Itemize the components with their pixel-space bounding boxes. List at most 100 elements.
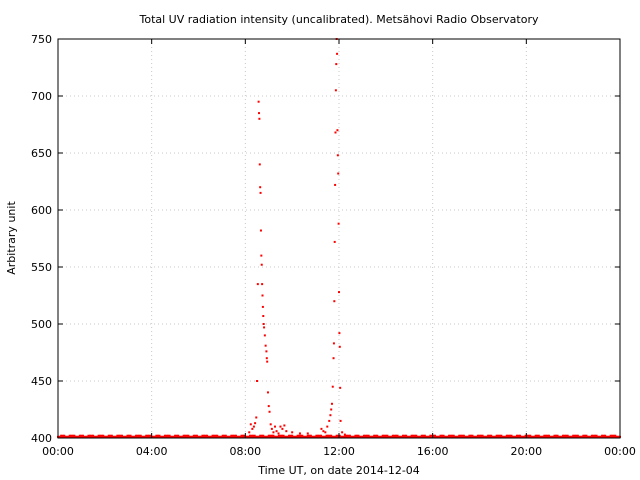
data-point [341, 431, 344, 434]
baseline-point [156, 435, 159, 438]
baseline-point [348, 434, 351, 437]
baseline-point [356, 435, 359, 438]
baseline-point [476, 434, 479, 437]
baseline-point [309, 434, 312, 437]
baseline-point [278, 435, 281, 438]
data-point [266, 391, 269, 394]
baseline-point [253, 434, 256, 437]
baseline-point [271, 435, 274, 438]
baseline-point [69, 435, 72, 438]
baseline-point [149, 435, 152, 438]
baseline-point [60, 435, 63, 438]
baseline-point [430, 434, 433, 437]
baseline-point [232, 435, 235, 438]
baseline-point [108, 435, 111, 438]
baseline-point [396, 434, 399, 437]
baseline-point [381, 434, 384, 437]
baseline-point [421, 435, 424, 438]
data-point [255, 416, 258, 419]
baseline-point [110, 434, 113, 437]
baseline-point [566, 434, 569, 437]
baseline-point [91, 435, 94, 438]
data-point [324, 431, 327, 434]
data-point [322, 430, 325, 433]
baseline-point [385, 435, 388, 438]
baseline-point [494, 435, 497, 438]
baseline-point [487, 434, 490, 437]
baseline-point [565, 434, 568, 437]
baseline-point [553, 434, 556, 437]
baseline-point [515, 435, 518, 438]
baseline-point [89, 435, 92, 438]
baseline-point [401, 435, 404, 438]
baseline-point [601, 435, 604, 438]
baseline-point [552, 435, 555, 438]
baseline-point [145, 435, 148, 438]
baseline-point [204, 434, 207, 437]
baseline-point [423, 434, 426, 437]
baseline-point [206, 434, 209, 437]
baseline-point [611, 435, 614, 438]
baseline-point [604, 434, 607, 437]
baseline-point [415, 434, 418, 437]
baseline-point [231, 434, 234, 437]
baseline-point [200, 435, 203, 438]
x-tick-label: 00:00 [604, 445, 636, 458]
baseline-point [138, 434, 141, 437]
baseline-point [590, 435, 593, 438]
data-point [339, 419, 342, 422]
data-point [269, 423, 272, 426]
baseline-point [101, 435, 104, 438]
data-point [263, 326, 266, 329]
baseline-point [392, 435, 395, 438]
baseline-point [216, 434, 219, 437]
baseline-point [451, 434, 454, 437]
data-points [57, 38, 621, 438]
baseline-point [393, 434, 396, 437]
baseline-point [343, 435, 346, 438]
baseline-point [71, 434, 74, 437]
data-point [339, 386, 342, 389]
baseline-point [136, 434, 139, 437]
baseline-point [506, 435, 509, 438]
baseline-point [468, 434, 471, 437]
data-point [267, 405, 270, 408]
baseline-point [92, 434, 95, 437]
baseline-point [280, 435, 283, 438]
baseline-point [154, 435, 157, 438]
baseline-point [79, 435, 82, 438]
data-point [334, 183, 337, 186]
baseline-point [324, 435, 327, 438]
baseline-point [329, 435, 332, 438]
x-tick-label: 20:00 [510, 445, 542, 458]
baseline-point [89, 434, 92, 437]
data-point [336, 154, 339, 157]
baseline-point [395, 435, 398, 438]
baseline-point [498, 434, 501, 437]
baseline-point [592, 434, 595, 437]
baseline-point [138, 435, 141, 438]
baseline-point [107, 434, 110, 437]
baseline-point [357, 434, 360, 437]
baseline-point [96, 435, 99, 438]
baseline-point [158, 434, 161, 437]
baseline-point [394, 435, 397, 438]
baseline-point [409, 435, 412, 438]
data-point [338, 332, 341, 335]
baseline-point [68, 434, 71, 437]
baseline-point [155, 434, 158, 437]
baseline-point [116, 434, 119, 437]
baseline-point [544, 434, 547, 437]
data-point [330, 402, 333, 405]
baseline-point [319, 435, 322, 438]
baseline-point [542, 435, 545, 438]
baseline-point [561, 435, 564, 438]
baseline-point [612, 434, 615, 437]
baseline-point [239, 435, 242, 438]
baseline-point [299, 434, 302, 437]
baseline-point [139, 434, 142, 437]
baseline-point [137, 435, 140, 438]
baseline-point [86, 435, 89, 438]
baseline-point [120, 435, 123, 438]
